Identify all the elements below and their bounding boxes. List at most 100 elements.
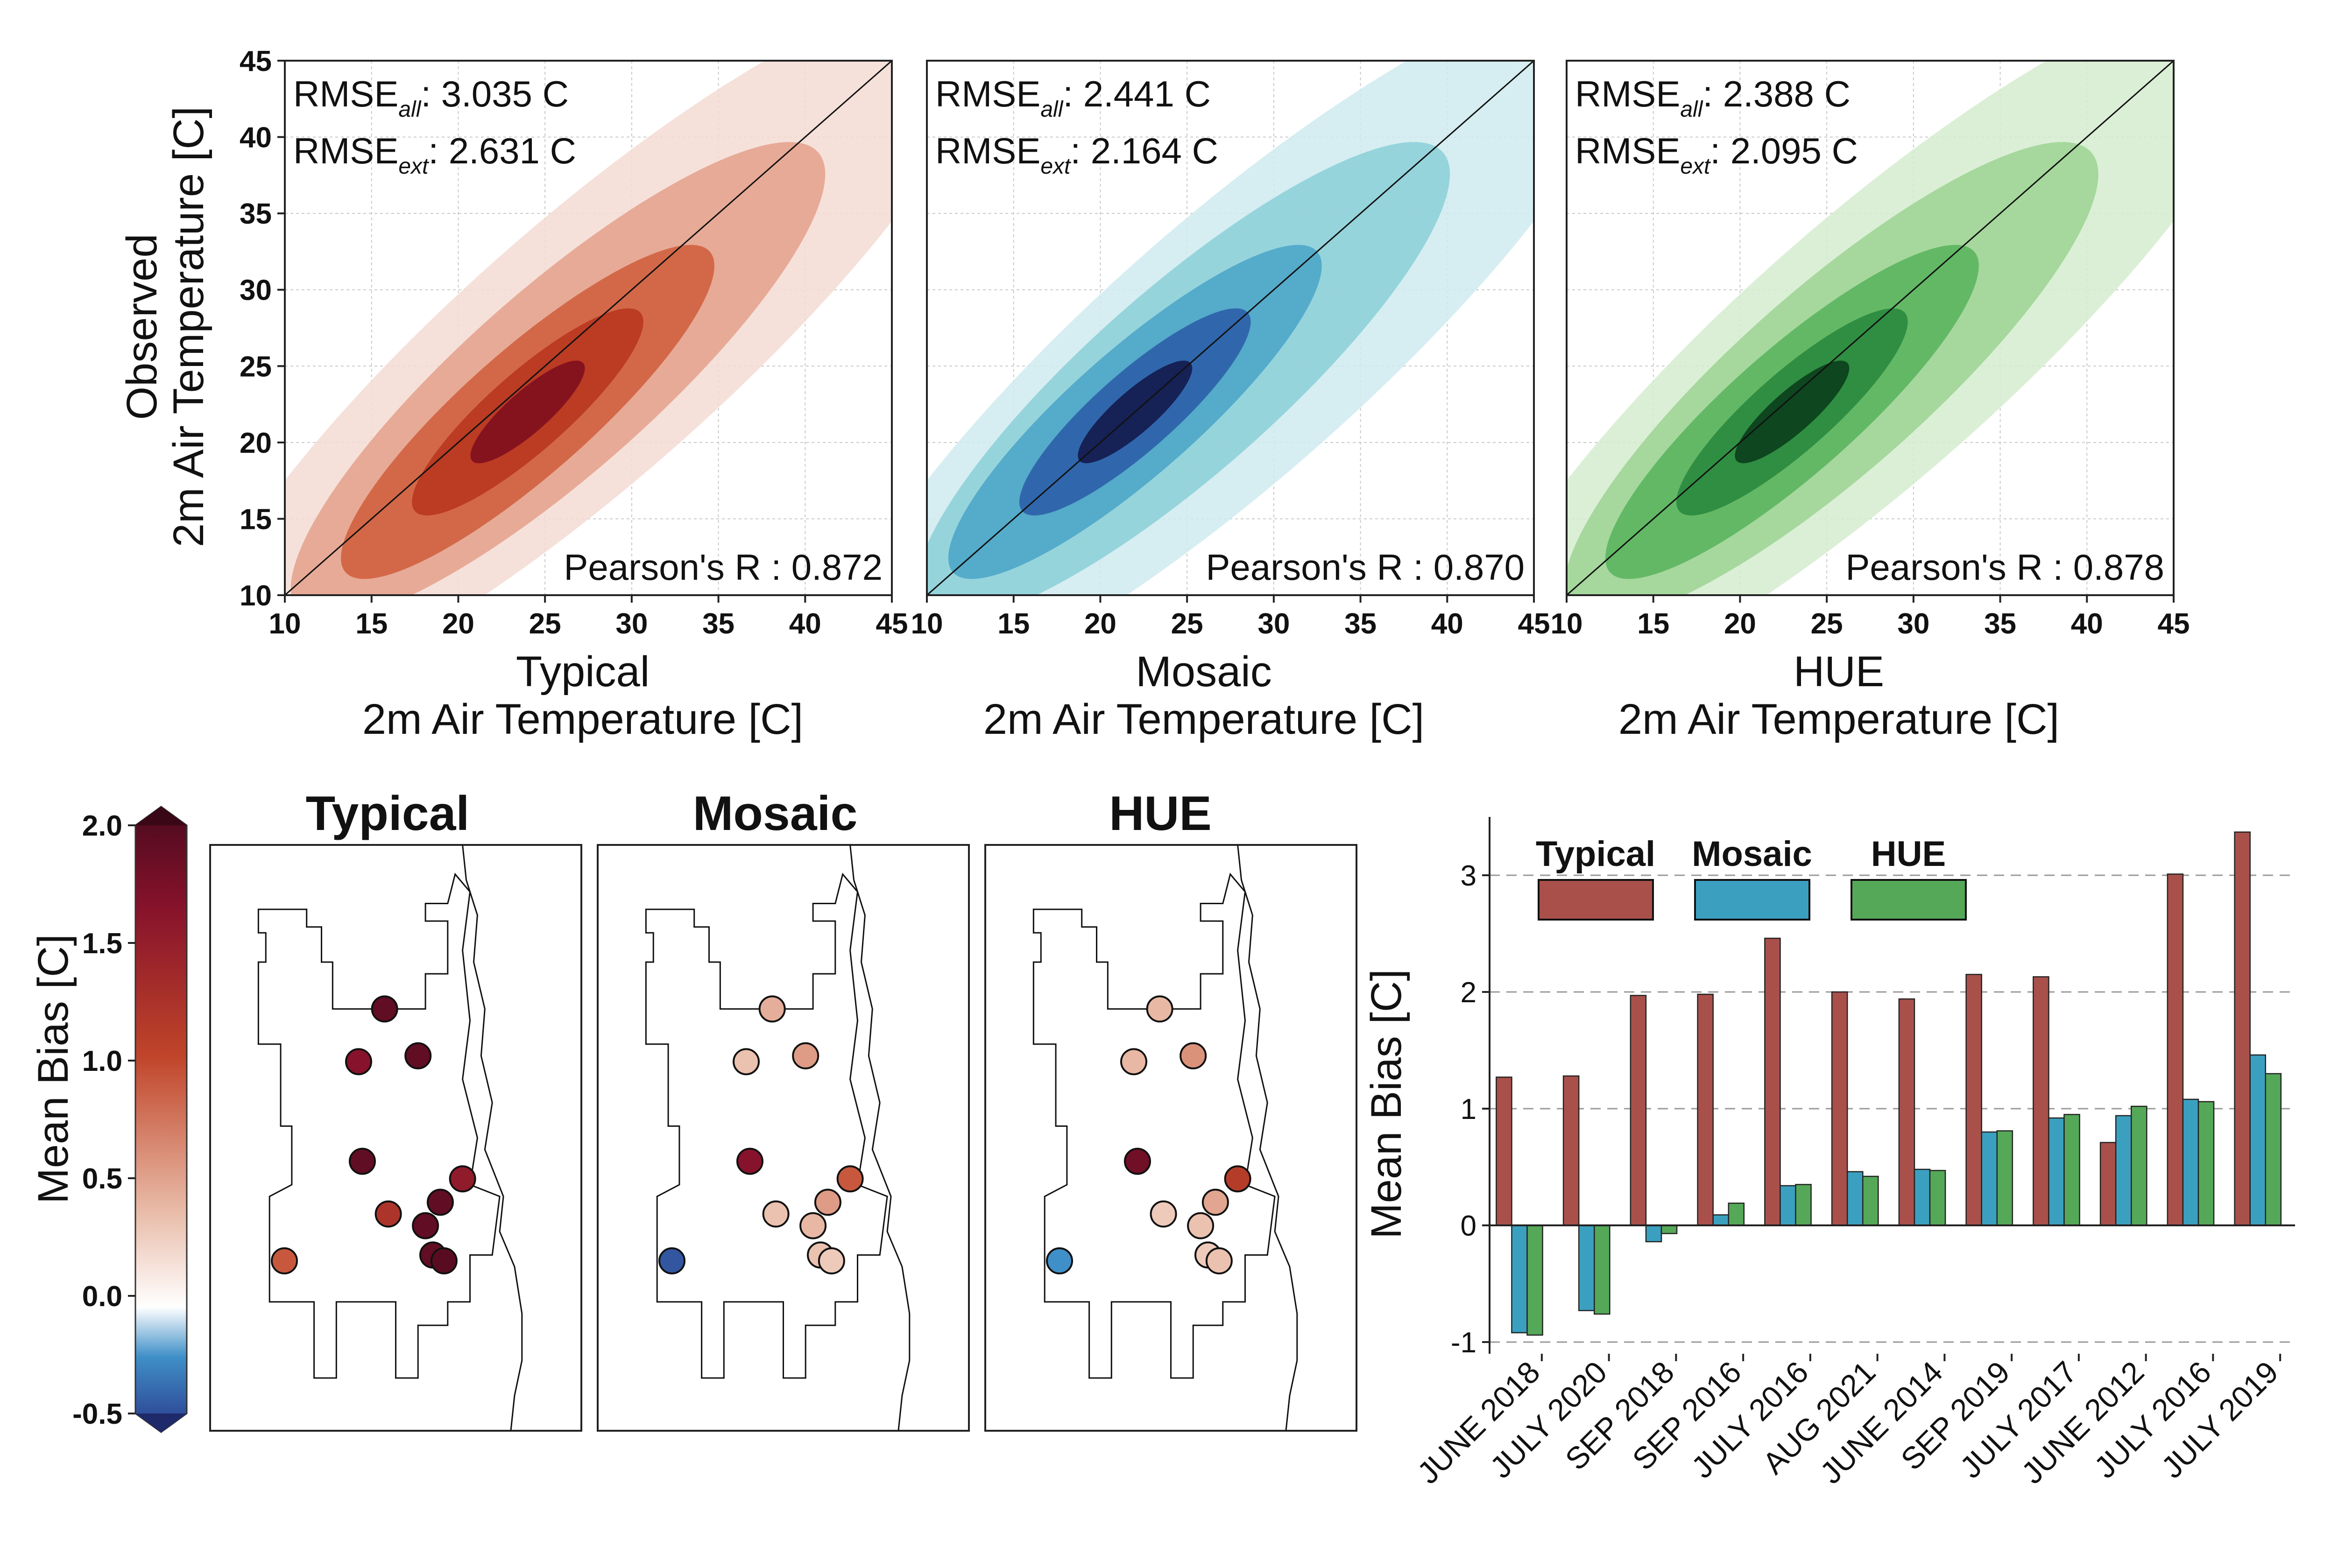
hue-pearson-r: Pearson's R : 0.878	[1845, 547, 2164, 588]
x-tick-label: 20	[442, 608, 474, 640]
bar-chart-y-ticks: -1 0 1 2 3	[1451, 860, 1490, 1359]
y-label-quantity: 2m Air Temperature [C]	[165, 106, 212, 547]
station-marker	[1187, 1212, 1215, 1239]
bar-y-tick-label: 1	[1461, 1093, 1476, 1125]
x-tick-label: 15	[997, 608, 1030, 640]
bar-mosaic	[1981, 1131, 1998, 1226]
hue-rmse-ext: RMSEext: 2.095 C	[1575, 130, 1858, 179]
colorbar-ticks: 2.0 1.5 1.0 0.5 0.0 -0.5	[72, 810, 135, 1430]
hue-x-ticks: 10 15 20 25 30 35 40 45	[1551, 595, 2190, 640]
bar-y-tick-label: 3	[1461, 860, 1476, 892]
map-hue: HUE	[984, 787, 1357, 1432]
x-tick-label: 40	[1431, 608, 1463, 640]
x-tick-label: 30	[1257, 608, 1290, 640]
station-marker	[1205, 1247, 1233, 1275]
bar-mosaic	[2249, 1054, 2266, 1226]
station-marker	[426, 1188, 454, 1216]
legend-label-hue: HUE	[1871, 834, 1946, 874]
x-tick-label: 10	[1551, 608, 1583, 640]
bar-mosaic	[1846, 1171, 1864, 1226]
station-marker	[1180, 1042, 1207, 1069]
map-typical: Typical	[209, 787, 582, 1432]
station-marker	[762, 1200, 790, 1228]
station-marker	[412, 1212, 439, 1239]
bar-hue	[1526, 1224, 1543, 1336]
bar-hue	[1862, 1175, 1879, 1226]
bar-hue	[1795, 1184, 1812, 1226]
map-title-hue: HUE	[1109, 787, 1212, 841]
x-tick-label: 10	[269, 608, 301, 640]
typical-x-ticks: 10 15 20 25 30 35 40 45	[269, 595, 908, 640]
bar-mosaic	[1914, 1168, 1931, 1226]
colorbar-upper-extend	[135, 807, 187, 825]
mosaic-one-to-one-line	[926, 60, 1534, 596]
hue-plot-frame	[1566, 60, 2175, 596]
lake-shoreline	[462, 844, 523, 1431]
bar-hue	[2131, 1105, 2147, 1226]
station-marker	[404, 1042, 432, 1069]
hue-rmse-all: RMSEall: 2.388 C	[1575, 73, 1851, 122]
bar-typical	[2033, 976, 2049, 1226]
station-marker	[1150, 1200, 1177, 1228]
station-marker	[1123, 1147, 1151, 1175]
colorbar-tick-label: 1.5	[82, 928, 122, 960]
bar-mosaic	[2115, 1115, 2132, 1226]
density-contour-level-4	[470, 360, 585, 464]
bar-chart-legend: Typical Mosaic HUE	[1536, 834, 1967, 921]
x-tick-label: 45	[1518, 608, 1550, 640]
colorbar-label: Mean Bias [C]	[29, 934, 77, 1204]
y-tick-label: 40	[240, 122, 272, 154]
mosaic-plot-frame	[926, 60, 1535, 596]
station-marker	[430, 1247, 458, 1275]
x-tick-label: 40	[789, 608, 821, 640]
station-bias-maps: Typical Mosaic HUE	[209, 787, 1357, 1432]
bar-mosaic	[1780, 1185, 1796, 1226]
bar-mosaic	[2048, 1117, 2065, 1226]
colorbar-gradient-bar	[134, 806, 188, 1433]
station-marker	[758, 995, 786, 1023]
bar-typical	[2167, 873, 2184, 1226]
bar-typical	[1630, 995, 1647, 1226]
station-marker	[271, 1247, 298, 1275]
typical-x-label-quantity: 2m Air Temperature [C]	[362, 696, 803, 743]
bar-typical	[1898, 998, 1915, 1226]
bar-chart-y-label: Mean Bias [C]	[1363, 969, 1410, 1239]
typical-rmse-ext: RMSEext: 2.631 C	[293, 130, 576, 179]
typical-density-cloud	[285, 61, 892, 595]
bar-hue	[1929, 1170, 1946, 1226]
density-contour-level-4	[1735, 360, 1850, 464]
x-tick-label: 30	[615, 608, 648, 640]
lake-shoreline	[849, 844, 911, 1431]
mosaic-x-label-quantity: 2m Air Temperature [C]	[983, 696, 1424, 743]
typical-y-ticks: 10 15 20 25 30 35 40 45	[240, 45, 285, 612]
lake-shoreline	[1237, 844, 1298, 1431]
y-tick-label: 45	[240, 45, 272, 77]
bar-mosaic	[1511, 1224, 1528, 1334]
typical-density-panel: 10 15 20 25 30 35 40 45 10 15 20 25 30 35 40 45 RMSEal…	[118, 45, 908, 743]
bar-hue	[1996, 1130, 2013, 1226]
y-tick-label: 35	[240, 198, 272, 230]
x-tick-label: 25	[529, 608, 561, 640]
map-mosaic: Mosaic	[597, 787, 970, 1432]
hue-density-panel: 10 15 20 25 30 35 40 45 RMSEall: 2.388 C RMSEex…	[1551, 60, 2190, 743]
hue-one-to-one-line	[1566, 60, 2174, 596]
hue-x-label-quantity: 2m Air Temperature [C]	[1618, 696, 2059, 743]
station-marker	[799, 1212, 827, 1239]
station-marker	[1224, 1165, 1251, 1193]
y-tick-label: 15	[240, 503, 272, 535]
x-tick-label: 25	[1811, 608, 1843, 640]
bar-y-tick-label: 0	[1461, 1210, 1476, 1242]
station-marker	[733, 1048, 760, 1076]
station-marker	[348, 1147, 376, 1175]
station-marker	[371, 995, 398, 1023]
bar-mosaic	[1578, 1224, 1595, 1311]
x-tick-label: 45	[876, 608, 908, 640]
mosaic-x-ticks: 10 15 20 25 30 35 40 45	[911, 595, 1550, 640]
y-tick-label: 25	[240, 351, 272, 383]
colorbar-tick-label: -0.5	[72, 1398, 122, 1430]
hue-density-cloud	[1567, 61, 2174, 595]
colorbar-tick-label: 0.0	[82, 1280, 122, 1313]
mosaic-rmse-ext: RMSEext: 2.164 C	[935, 130, 1218, 179]
